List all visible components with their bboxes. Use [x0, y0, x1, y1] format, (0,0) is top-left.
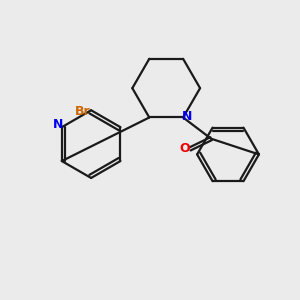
Text: O: O — [180, 142, 190, 155]
Text: Br: Br — [75, 105, 91, 118]
Text: N: N — [182, 110, 192, 122]
Text: N: N — [53, 118, 63, 131]
